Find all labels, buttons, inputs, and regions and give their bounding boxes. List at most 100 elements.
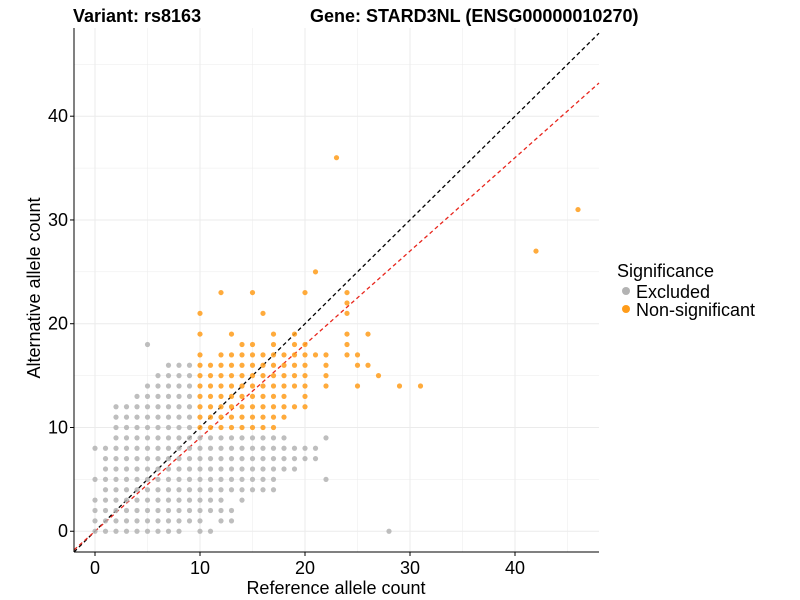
data-point-excluded bbox=[270, 456, 277, 462]
data-point-non-significant bbox=[197, 310, 203, 316]
data-point-non-significant bbox=[260, 393, 266, 399]
data-point-excluded bbox=[134, 476, 140, 482]
data-point-excluded bbox=[260, 445, 266, 451]
data-points bbox=[92, 155, 581, 534]
data-point-excluded bbox=[102, 497, 109, 503]
data-point-excluded bbox=[312, 445, 319, 451]
data-point-excluded bbox=[155, 383, 161, 389]
data-point-excluded bbox=[123, 456, 130, 462]
data-point-excluded bbox=[155, 373, 161, 379]
data-point-excluded bbox=[165, 497, 172, 503]
data-point-non-significant bbox=[302, 383, 308, 389]
data-point-excluded bbox=[186, 466, 193, 472]
legend-title: Significance bbox=[617, 261, 714, 281]
data-point-non-significant bbox=[575, 206, 581, 213]
data-point-excluded bbox=[165, 487, 172, 493]
data-point-non-significant bbox=[302, 352, 308, 358]
data-point-excluded bbox=[239, 466, 245, 472]
data-point-excluded bbox=[270, 445, 277, 451]
data-point-excluded bbox=[186, 476, 193, 482]
data-point-non-significant bbox=[260, 352, 266, 358]
data-point-excluded bbox=[92, 476, 98, 482]
data-point-non-significant bbox=[218, 289, 224, 296]
data-point-excluded bbox=[291, 466, 298, 472]
data-point-excluded bbox=[144, 456, 151, 462]
data-point-excluded bbox=[144, 435, 151, 441]
data-point-excluded bbox=[123, 476, 130, 482]
data-point-excluded bbox=[197, 507, 203, 514]
data-point-excluded bbox=[207, 528, 214, 534]
data-point-excluded bbox=[197, 518, 203, 524]
data-point-excluded bbox=[113, 424, 119, 431]
data-point-excluded bbox=[186, 507, 193, 514]
data-point-non-significant bbox=[207, 393, 214, 399]
data-point-non-significant bbox=[365, 362, 371, 368]
data-point-excluded bbox=[249, 466, 256, 472]
data-point-non-significant bbox=[207, 404, 214, 410]
x-tick-label: 0 bbox=[90, 558, 100, 578]
data-point-excluded bbox=[176, 362, 182, 368]
data-point-excluded bbox=[197, 456, 203, 462]
data-point-excluded bbox=[134, 466, 140, 472]
data-point-non-significant bbox=[249, 352, 256, 358]
data-point-excluded bbox=[239, 445, 245, 451]
data-point-non-significant bbox=[302, 393, 308, 399]
data-point-non-significant bbox=[218, 362, 224, 368]
data-point-excluded bbox=[270, 476, 277, 482]
data-point-excluded bbox=[113, 404, 119, 410]
data-point-excluded bbox=[165, 393, 172, 399]
data-point-non-significant bbox=[239, 424, 245, 431]
data-point-excluded bbox=[207, 435, 214, 441]
data-point-excluded bbox=[134, 393, 140, 399]
data-point-excluded bbox=[281, 435, 287, 441]
data-point-excluded bbox=[260, 476, 266, 482]
data-point-excluded bbox=[102, 528, 109, 534]
data-point-non-significant bbox=[260, 404, 266, 410]
data-point-excluded bbox=[270, 466, 277, 472]
data-point-excluded bbox=[113, 414, 119, 420]
chart-title-variant: Variant: rs8163 bbox=[73, 6, 201, 26]
data-point-non-significant bbox=[281, 362, 287, 368]
data-point-excluded bbox=[281, 445, 287, 451]
data-point-non-significant bbox=[260, 373, 266, 379]
data-point-non-significant bbox=[270, 352, 277, 358]
data-point-excluded bbox=[186, 393, 193, 399]
tick-labels: 0 10 20 30 40 0 10 20 30 40 bbox=[48, 106, 525, 578]
data-point-excluded bbox=[113, 466, 119, 472]
data-point-excluded bbox=[123, 424, 130, 431]
data-point-excluded bbox=[260, 466, 266, 472]
data-point-excluded bbox=[228, 518, 235, 524]
data-point-non-significant bbox=[249, 414, 256, 420]
data-point-non-significant bbox=[218, 404, 224, 410]
data-point-excluded bbox=[144, 393, 151, 399]
data-point-excluded bbox=[165, 528, 172, 534]
y-tick-label: 40 bbox=[48, 106, 68, 126]
data-point-excluded bbox=[186, 435, 193, 441]
x-tick-label: 40 bbox=[505, 558, 525, 578]
data-point-excluded bbox=[92, 507, 98, 514]
data-point-excluded bbox=[134, 487, 140, 493]
data-point-excluded bbox=[218, 507, 224, 514]
data-point-non-significant bbox=[228, 404, 235, 410]
data-point-non-significant bbox=[218, 352, 224, 358]
data-point-non-significant bbox=[239, 393, 245, 399]
data-point-excluded bbox=[165, 373, 172, 379]
data-point-non-significant bbox=[218, 383, 224, 389]
data-point-non-significant bbox=[249, 341, 256, 348]
data-point-excluded bbox=[113, 476, 119, 482]
data-point-excluded bbox=[165, 424, 172, 431]
data-point-excluded bbox=[176, 424, 182, 431]
data-point-non-significant bbox=[249, 424, 256, 431]
x-tick-label: 20 bbox=[295, 558, 315, 578]
data-point-non-significant bbox=[302, 362, 308, 368]
data-point-excluded bbox=[176, 518, 182, 524]
data-point-excluded bbox=[144, 383, 151, 389]
data-point-excluded bbox=[281, 456, 287, 462]
data-point-non-significant bbox=[197, 383, 203, 389]
data-point-non-significant bbox=[228, 383, 235, 389]
data-point-non-significant bbox=[302, 404, 308, 410]
data-point-excluded bbox=[176, 383, 182, 389]
data-point-excluded bbox=[207, 497, 214, 503]
data-point-non-significant bbox=[291, 341, 298, 348]
